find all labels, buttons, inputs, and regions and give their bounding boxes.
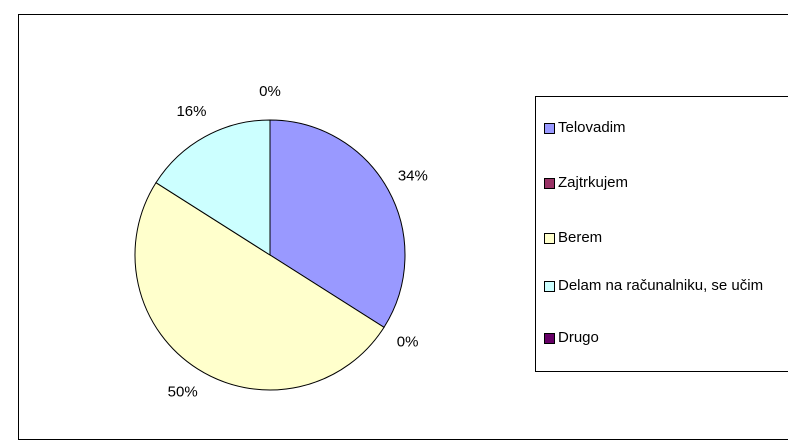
data-label: 16% <box>176 103 206 120</box>
legend-label: Drugo <box>558 329 599 346</box>
legend-label: Telovadim <box>558 119 626 136</box>
legend-swatch <box>544 233 555 244</box>
data-label: 34% <box>398 167 428 184</box>
legend-swatch <box>544 281 555 292</box>
legend-label: Delam na računalniku, se učim <box>558 277 764 294</box>
legend-swatch <box>544 333 555 344</box>
legend-swatch <box>544 123 555 134</box>
legend-swatch <box>544 178 555 189</box>
legend-item: Berem <box>544 229 788 246</box>
legend-item: Telovadim <box>544 119 788 136</box>
pie-slice <box>134 181 385 391</box>
data-label: 0% <box>259 83 281 100</box>
legend: Telovadim Zajtrkujem Berem Delam na računal… <box>535 96 788 372</box>
chart-frame <box>18 14 788 440</box>
legend-item: Drugo <box>544 329 788 346</box>
legend-item: Delam na računalniku, se učim <box>544 277 788 294</box>
legend-item: Zajtrkujem <box>544 174 788 191</box>
pie-slice <box>155 119 271 256</box>
legend-label: Berem <box>558 229 603 246</box>
legend-label: Zajtrkujem <box>558 174 629 191</box>
data-label: 0% <box>397 333 419 350</box>
pie-slice <box>269 119 406 329</box>
data-label: 50% <box>168 384 198 401</box>
